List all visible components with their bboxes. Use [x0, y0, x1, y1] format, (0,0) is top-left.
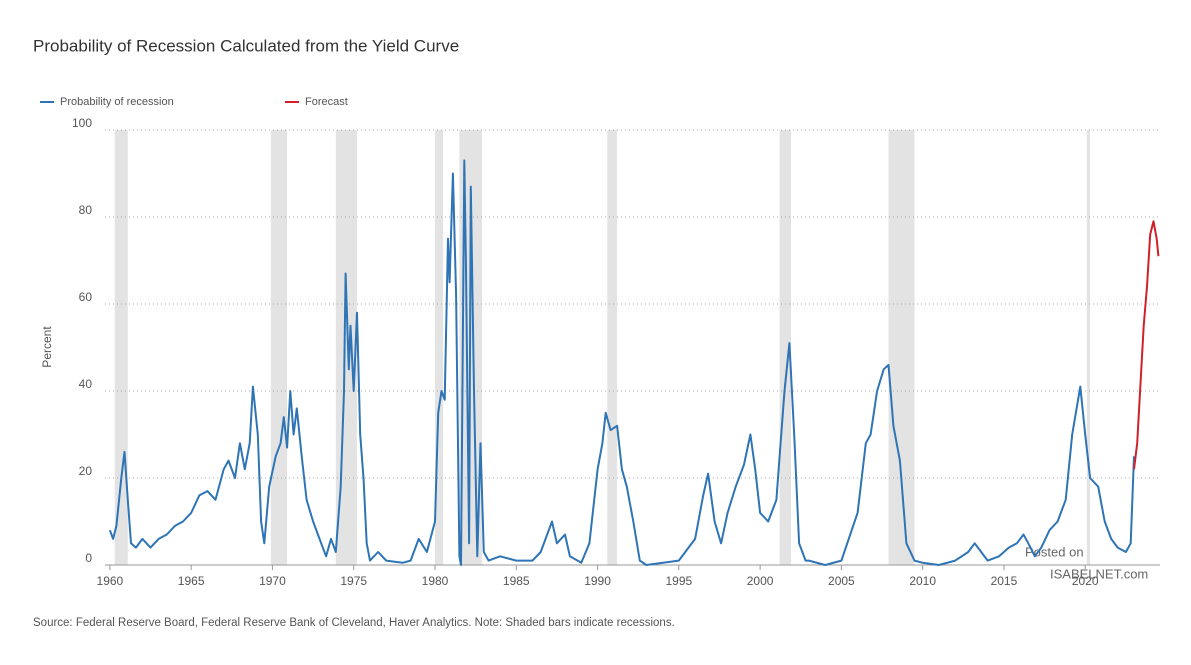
x-tick-label: 2005	[828, 574, 855, 588]
x-tick-label: 2000	[747, 574, 774, 588]
y-tick-label: 100	[72, 116, 92, 130]
recession-band	[270, 130, 288, 565]
recession-band	[888, 130, 915, 565]
recession-band	[114, 130, 128, 565]
plot-background	[105, 129, 1160, 566]
y-axis-label: Percent	[40, 326, 54, 368]
series-line	[1133, 220, 1160, 470]
x-tick-label: 1960	[97, 574, 124, 588]
x-tick-label: 1975	[340, 574, 367, 588]
x-tick-label: 1995	[665, 574, 692, 588]
y-tick-label: 0	[85, 551, 92, 565]
x-tick-label: 1970	[259, 574, 286, 588]
x-tick-label: 2010	[909, 574, 936, 588]
source-note: Source: Federal Reserve Board, Federal R…	[33, 617, 675, 629]
x-tick-label: 1990	[584, 574, 611, 588]
watermark: ISABELNET.com	[1050, 566, 1148, 581]
x-tick-label: 2020	[1072, 574, 1099, 588]
legend-label: Probability of recession	[60, 96, 174, 108]
watermark: Posted on	[1025, 544, 1084, 559]
x-tick-label: 1985	[503, 574, 530, 588]
series-line	[108, 159, 1135, 566]
y-tick-label: 60	[79, 290, 93, 304]
chart-title: Probability of Recession Calculated from…	[33, 36, 459, 55]
recession-band	[434, 130, 444, 565]
recession-band	[1086, 130, 1091, 565]
x-tick-label: 1980	[422, 574, 449, 588]
recession-band	[607, 130, 618, 565]
legend-label: Forecast	[305, 96, 348, 108]
y-tick-label: 40	[79, 377, 93, 391]
y-tick-label: 80	[79, 203, 93, 217]
x-tick-label: 2015	[991, 574, 1018, 588]
y-tick-label: 20	[79, 464, 93, 478]
recession-band	[779, 130, 791, 565]
x-tick-label: 1965	[178, 574, 205, 588]
